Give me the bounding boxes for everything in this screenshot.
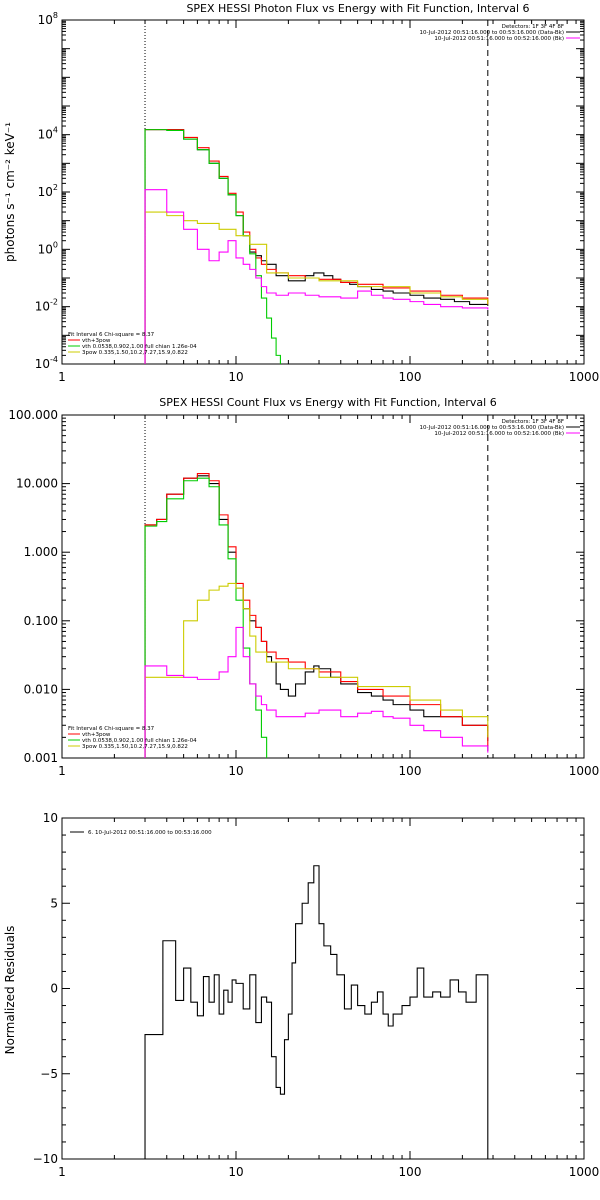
y-tick-exponent: 8	[53, 11, 58, 20]
y-tick-label: 0.001	[24, 751, 58, 765]
legend-entry: 10-Jul-2012 00:51:16.000 to 00:53:16.000…	[420, 30, 565, 36]
x-tick-label: 1000	[569, 370, 600, 384]
photon-flux-markers	[144, 20, 489, 364]
photon-flux-xaxis: 1 10 100 1000	[58, 20, 599, 384]
y-tick-label: 0.100	[24, 614, 58, 628]
series-line	[144, 211, 489, 364]
legend-entry: Detectors: 1F 3F 4F 8F	[502, 419, 564, 425]
x-tick-label: 100	[399, 1165, 422, 1179]
x-tick-label: 100	[399, 764, 422, 778]
residuals-legend: 6. 10-Jul-2012 00:51:16.000 to 00:53:16.…	[70, 830, 212, 836]
legend-entry: Detectors: 1F 3F 4F 8F	[502, 24, 564, 30]
photon-flux-legend-bottom: Fit Interval 6 Chi-square = 8.37vth+3pow…	[68, 332, 197, 356]
y-tick-label: 5	[50, 896, 58, 910]
series-line	[144, 129, 281, 364]
y-tick-label: 10	[43, 811, 58, 825]
count-flux-markers	[144, 415, 489, 758]
legend-entry: vth 0.0538,0.902,1.00 full chian 1.26e-0…	[82, 738, 197, 744]
count-flux-xaxis: 1 10 100 1000	[58, 415, 599, 778]
legend-entry: 10-Jul-2012 00:51:16.000 to 00:52:16.000…	[434, 36, 564, 42]
y-tick-base: 10	[38, 128, 53, 142]
y-tick-label: 0	[50, 982, 58, 996]
legend-entry: 6. 10-Jul-2012 00:51:16.000 to 00:53:16.…	[88, 830, 212, 836]
legend-entry: 3pow 0.335,1.50,10.2,7.27,15.9,0.822	[82, 350, 188, 356]
series-line	[144, 473, 489, 758]
y-tick-label: 10-4	[35, 355, 58, 371]
count-flux-legend-bottom: Fit Interval 6 Chi-square = 8.37vth+3pow…	[68, 726, 197, 750]
y-tick-exponent: 4	[53, 126, 58, 135]
legend-entry: vth+3pow	[82, 338, 111, 344]
count-flux-yaxis: 0.001 0.010 0.100 1.000 10.000 100.000	[8, 408, 584, 765]
y-tick-label: 100.000	[8, 408, 58, 422]
series-line	[144, 582, 489, 758]
y-tick-label: 0.010	[24, 682, 58, 696]
residuals-frame	[61, 817, 585, 1160]
residuals-yaxis: −10 −5 0 5 10	[33, 811, 584, 1166]
legend-entry: vth+3pow	[82, 732, 111, 738]
x-tick-label: 100	[399, 370, 422, 384]
y-tick-base: 10	[35, 300, 50, 314]
y-tick-label: 1.000	[24, 545, 58, 559]
y-tick-label: −5	[40, 1067, 58, 1081]
residuals-series	[144, 865, 489, 1159]
residuals-xaxis: 1 10 100 1000	[58, 818, 599, 1179]
series-line	[144, 626, 489, 758]
photon-flux-frame	[61, 19, 585, 365]
y-tick-label: 100	[38, 240, 58, 256]
series-line	[144, 477, 268, 758]
x-tick-label: 1	[58, 1165, 66, 1179]
y-tick-exponent: -2	[50, 298, 58, 307]
series-line	[144, 475, 489, 758]
y-tick-base: 10	[35, 357, 50, 371]
series-line	[144, 865, 489, 1159]
legend-entry: Fit Interval 6 Chi-square = 8.37	[68, 726, 155, 732]
legend-entry: 10-Jul-2012 00:51:16.000 to 00:53:16.000…	[420, 425, 565, 431]
series-line	[144, 129, 488, 364]
photon-flux-title: SPEX HESSI Photon Flux vs Energy with Fi…	[186, 2, 529, 15]
y-tick-base: 10	[38, 242, 53, 256]
legend-entry: 3pow 0.335,1.50,10.2,7.27,15.9,0.822	[82, 744, 188, 750]
series-line	[144, 189, 489, 364]
y-tick-label: 104	[38, 126, 58, 142]
photon-flux-ylabel: photons s⁻¹ cm⁻² keV⁻¹	[3, 122, 17, 262]
photon-flux-series	[144, 129, 489, 364]
x-tick-label: 1	[58, 370, 66, 384]
legend-entry: 10-Jul-2012 00:51:16.000 to 00:52:16.000…	[434, 431, 564, 437]
y-tick-label: 10-2	[35, 298, 58, 314]
series-line	[144, 129, 489, 364]
y-tick-label: 102	[38, 183, 58, 199]
photon-flux-panel: SPEX HESSI Photon Flux vs Energy with Fi…	[3, 2, 599, 384]
y-tick-exponent: -4	[50, 355, 58, 364]
x-tick-label: 1000	[569, 764, 600, 778]
x-tick-label: 10	[228, 1165, 243, 1179]
y-tick-exponent: 0	[53, 240, 58, 249]
count-flux-series	[144, 473, 489, 758]
count-flux-title: SPEX HESSI Count Flux vs Energy with Fit…	[159, 396, 496, 409]
count-flux-panel: SPEX HESSI Count Flux vs Energy with Fit…	[8, 396, 599, 778]
x-tick-label: 1000	[569, 1165, 600, 1179]
x-tick-label: 10	[228, 764, 243, 778]
y-tick-base: 10	[38, 13, 53, 27]
residuals-ylabel: Normalized Residuals	[3, 926, 17, 1055]
x-tick-label: 1	[58, 764, 66, 778]
count-flux-frame	[61, 414, 585, 759]
y-tick-base: 10	[38, 185, 53, 199]
y-tick-exponent: 2	[53, 183, 58, 192]
x-tick-label: 10	[228, 370, 243, 384]
legend-entry: vth 0.0538,0.902,1.00 full chian 1.26e-0…	[82, 344, 197, 350]
y-tick-label: 108	[38, 11, 58, 27]
y-tick-label: 10.000	[16, 477, 58, 491]
y-tick-label: −10	[33, 1152, 58, 1166]
residuals-panel: Normalized Residuals −10 −5 0 5 10 1 10 100 100…	[3, 811, 599, 1179]
legend-entry: Fit Interval 6 Chi-square = 8.37	[68, 332, 155, 338]
